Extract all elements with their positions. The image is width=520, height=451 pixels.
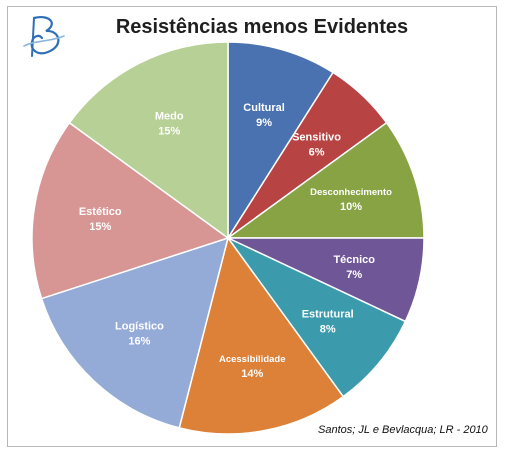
pie-slice-desconhecimento <box>225 121 425 239</box>
slice-label-cultural: Cultural <box>243 102 285 114</box>
slice-value-tecnico: 7% <box>346 269 362 281</box>
slice-label-tecnico: Técnico <box>333 254 375 266</box>
slice-value-sensitivo: 6% <box>309 147 325 159</box>
slice-value-acessibilidade: 14% <box>241 368 263 380</box>
source-caption: Santos; JL e Bevlacqua; LR - 2010 <box>318 424 488 436</box>
slice-label-medo: Medo <box>155 111 184 123</box>
slice-label-logistico: Logístico <box>115 320 164 332</box>
slice-value-estrutural: 8% <box>320 323 336 335</box>
pie-slice-estrutural <box>227 237 407 398</box>
slice-value-estetico: 15% <box>89 221 111 233</box>
slice-value-medo: 15% <box>158 126 180 138</box>
slice-label-estrutural: Estrutural <box>302 308 354 320</box>
pie-slice-acessibilidade <box>178 236 345 435</box>
slice-label-estetico: Estético <box>79 206 122 218</box>
slice-value-logistico: 16% <box>128 335 150 347</box>
pie-slice-logistico <box>40 236 230 429</box>
slice-label-acessibilidade: Acessibilidade <box>219 354 286 365</box>
slice-label-desconhecimento: Desconhecimento <box>310 187 392 198</box>
pie-slice-medo <box>68 41 229 240</box>
pie-slice-estetico <box>31 121 230 300</box>
logo-icon <box>23 16 65 57</box>
chart-title: Resistências menos Evidentes <box>115 16 409 38</box>
slice-label-sensitivo: Sensitivo <box>292 132 341 144</box>
slice-value-desconhecimento: 10% <box>340 201 362 213</box>
slice-value-cultural: 9% <box>256 117 272 129</box>
pie-slice-cultural <box>227 41 335 241</box>
